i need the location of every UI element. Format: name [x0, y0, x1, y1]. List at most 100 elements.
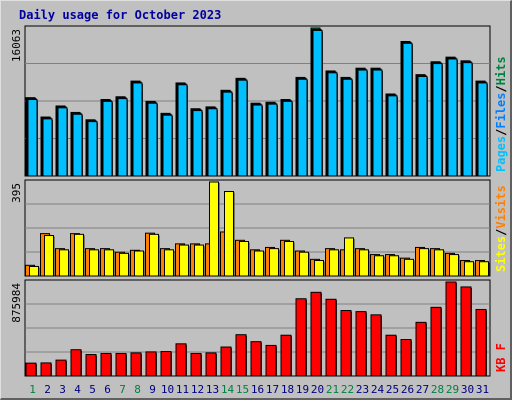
bar-sites-4	[74, 233, 84, 277]
bar-pages-31	[477, 82, 488, 177]
bar-sites-15	[239, 240, 249, 277]
bar-pages-22	[342, 78, 353, 177]
ymax-label: 395	[10, 183, 23, 203]
bar-sites-16	[254, 250, 264, 277]
bar-kbytes-19	[295, 298, 307, 377]
bar-sites-31	[479, 261, 489, 277]
bar-pages-8	[132, 82, 143, 177]
legend-hits: Pages/Files/Hits	[494, 56, 508, 172]
x-tick-label: 8	[134, 383, 141, 396]
bar-pages-15	[237, 79, 248, 177]
x-tick-label: 7	[119, 383, 126, 396]
legend-kbytes: KB F	[494, 343, 508, 372]
bar-sites-19	[299, 251, 309, 277]
bar-kbytes-24	[370, 314, 382, 377]
x-tick-label: 13	[206, 383, 219, 396]
x-tick-label: 3	[59, 383, 66, 396]
bar-pages-3	[57, 107, 68, 177]
bar-sites-14	[224, 191, 234, 277]
bar-pages-21	[327, 72, 338, 177]
bar-kbytes-15	[235, 334, 247, 377]
legend-entry: /	[494, 85, 508, 92]
x-tick-label: 20	[311, 383, 324, 396]
bar-kbytes-3	[55, 359, 67, 377]
bar-pages-16	[252, 104, 263, 177]
bar-pages-9	[147, 102, 158, 177]
bar-kbytes-23	[355, 311, 367, 377]
bar-sites-13	[209, 181, 219, 277]
x-tick-label: 10	[161, 383, 174, 396]
x-tick-label: 18	[281, 383, 294, 396]
bar-kbytes-10	[160, 351, 172, 377]
bar-pages-27	[417, 75, 428, 177]
ymax-label: 16063	[10, 29, 23, 62]
x-tick-label: 17	[266, 383, 279, 396]
x-tick-label: 12	[191, 383, 204, 396]
bar-pages-5	[87, 121, 98, 177]
bar-kbytes-22	[340, 310, 352, 377]
bar-sites-11	[179, 244, 189, 277]
bar-kbytes-27	[415, 321, 427, 377]
bar-kbytes-1	[25, 362, 37, 377]
bar-pages-20	[312, 29, 323, 177]
bar-pages-4	[72, 113, 83, 177]
bar-pages-1	[27, 99, 38, 177]
bar-kbytes-20	[310, 291, 322, 377]
x-tick-label: 4	[74, 383, 81, 396]
bar-sites-21	[329, 249, 339, 277]
bar-sites-17	[269, 248, 279, 277]
legend-entry: KB	[494, 350, 508, 372]
bar-sites-2	[44, 235, 54, 277]
bar-kbytes-30	[460, 286, 472, 377]
bar-kbytes-26	[400, 339, 412, 377]
bar-sites-10	[164, 249, 174, 277]
bar-kbytes-14	[220, 346, 232, 377]
bar-kbytes-13	[205, 352, 217, 377]
bar-pages-25	[387, 95, 398, 177]
bar-kbytes-6	[100, 352, 112, 377]
bar-sites-18	[284, 240, 294, 277]
x-tick-label: 9	[149, 383, 156, 396]
x-tick-label: 19	[296, 383, 309, 396]
bar-pages-24	[372, 69, 383, 177]
bar-kbytes-21	[325, 298, 337, 377]
bar-pages-7	[117, 98, 128, 177]
chart-title: Daily usage for October 2023	[19, 8, 221, 22]
bar-sites-5	[89, 249, 99, 277]
legend-entry: /	[494, 229, 508, 236]
x-tick-label: 25	[386, 383, 399, 396]
bar-kbytes-11	[175, 343, 187, 377]
bar-pages-17	[267, 103, 278, 177]
bar-sites-25	[389, 255, 399, 277]
bar-kbytes-16	[250, 341, 262, 377]
bar-pages-2	[42, 118, 53, 177]
bar-pages-6	[102, 100, 113, 177]
bar-pages-12	[192, 110, 203, 177]
bar-kbytes-12	[190, 352, 202, 377]
x-tick-label: 26	[401, 383, 414, 396]
bar-kbytes-17	[265, 344, 277, 377]
legend-visits: Sites/Visits	[494, 185, 508, 272]
bar-sites-8	[134, 250, 144, 277]
bar-kbytes-5	[85, 354, 97, 377]
bar-sites-28	[434, 249, 444, 277]
legend-entry: Files	[494, 93, 508, 129]
bar-kbytes-2	[40, 362, 52, 377]
x-tick-label: 11	[176, 383, 189, 396]
bar-sites-7	[119, 252, 129, 277]
bar-pages-18	[282, 100, 293, 177]
x-tick-label: 15	[236, 383, 249, 396]
panel-visits: 395 Sites/Visits	[10, 179, 508, 277]
x-tick-label: 28	[431, 383, 444, 396]
bar-sites-26	[404, 258, 414, 277]
panel-hits: 16063 Pages/Files/Hits	[10, 25, 508, 177]
bar-sites-20	[314, 260, 324, 277]
bar-kbytes-28	[430, 306, 442, 377]
legend-entry: F	[494, 343, 508, 350]
x-tick-label: 27	[416, 383, 429, 396]
x-tick-label: 24	[371, 383, 385, 396]
bar-sites-30	[464, 261, 474, 277]
bar-sites-22	[344, 237, 354, 277]
bar-sites-23	[359, 249, 369, 277]
